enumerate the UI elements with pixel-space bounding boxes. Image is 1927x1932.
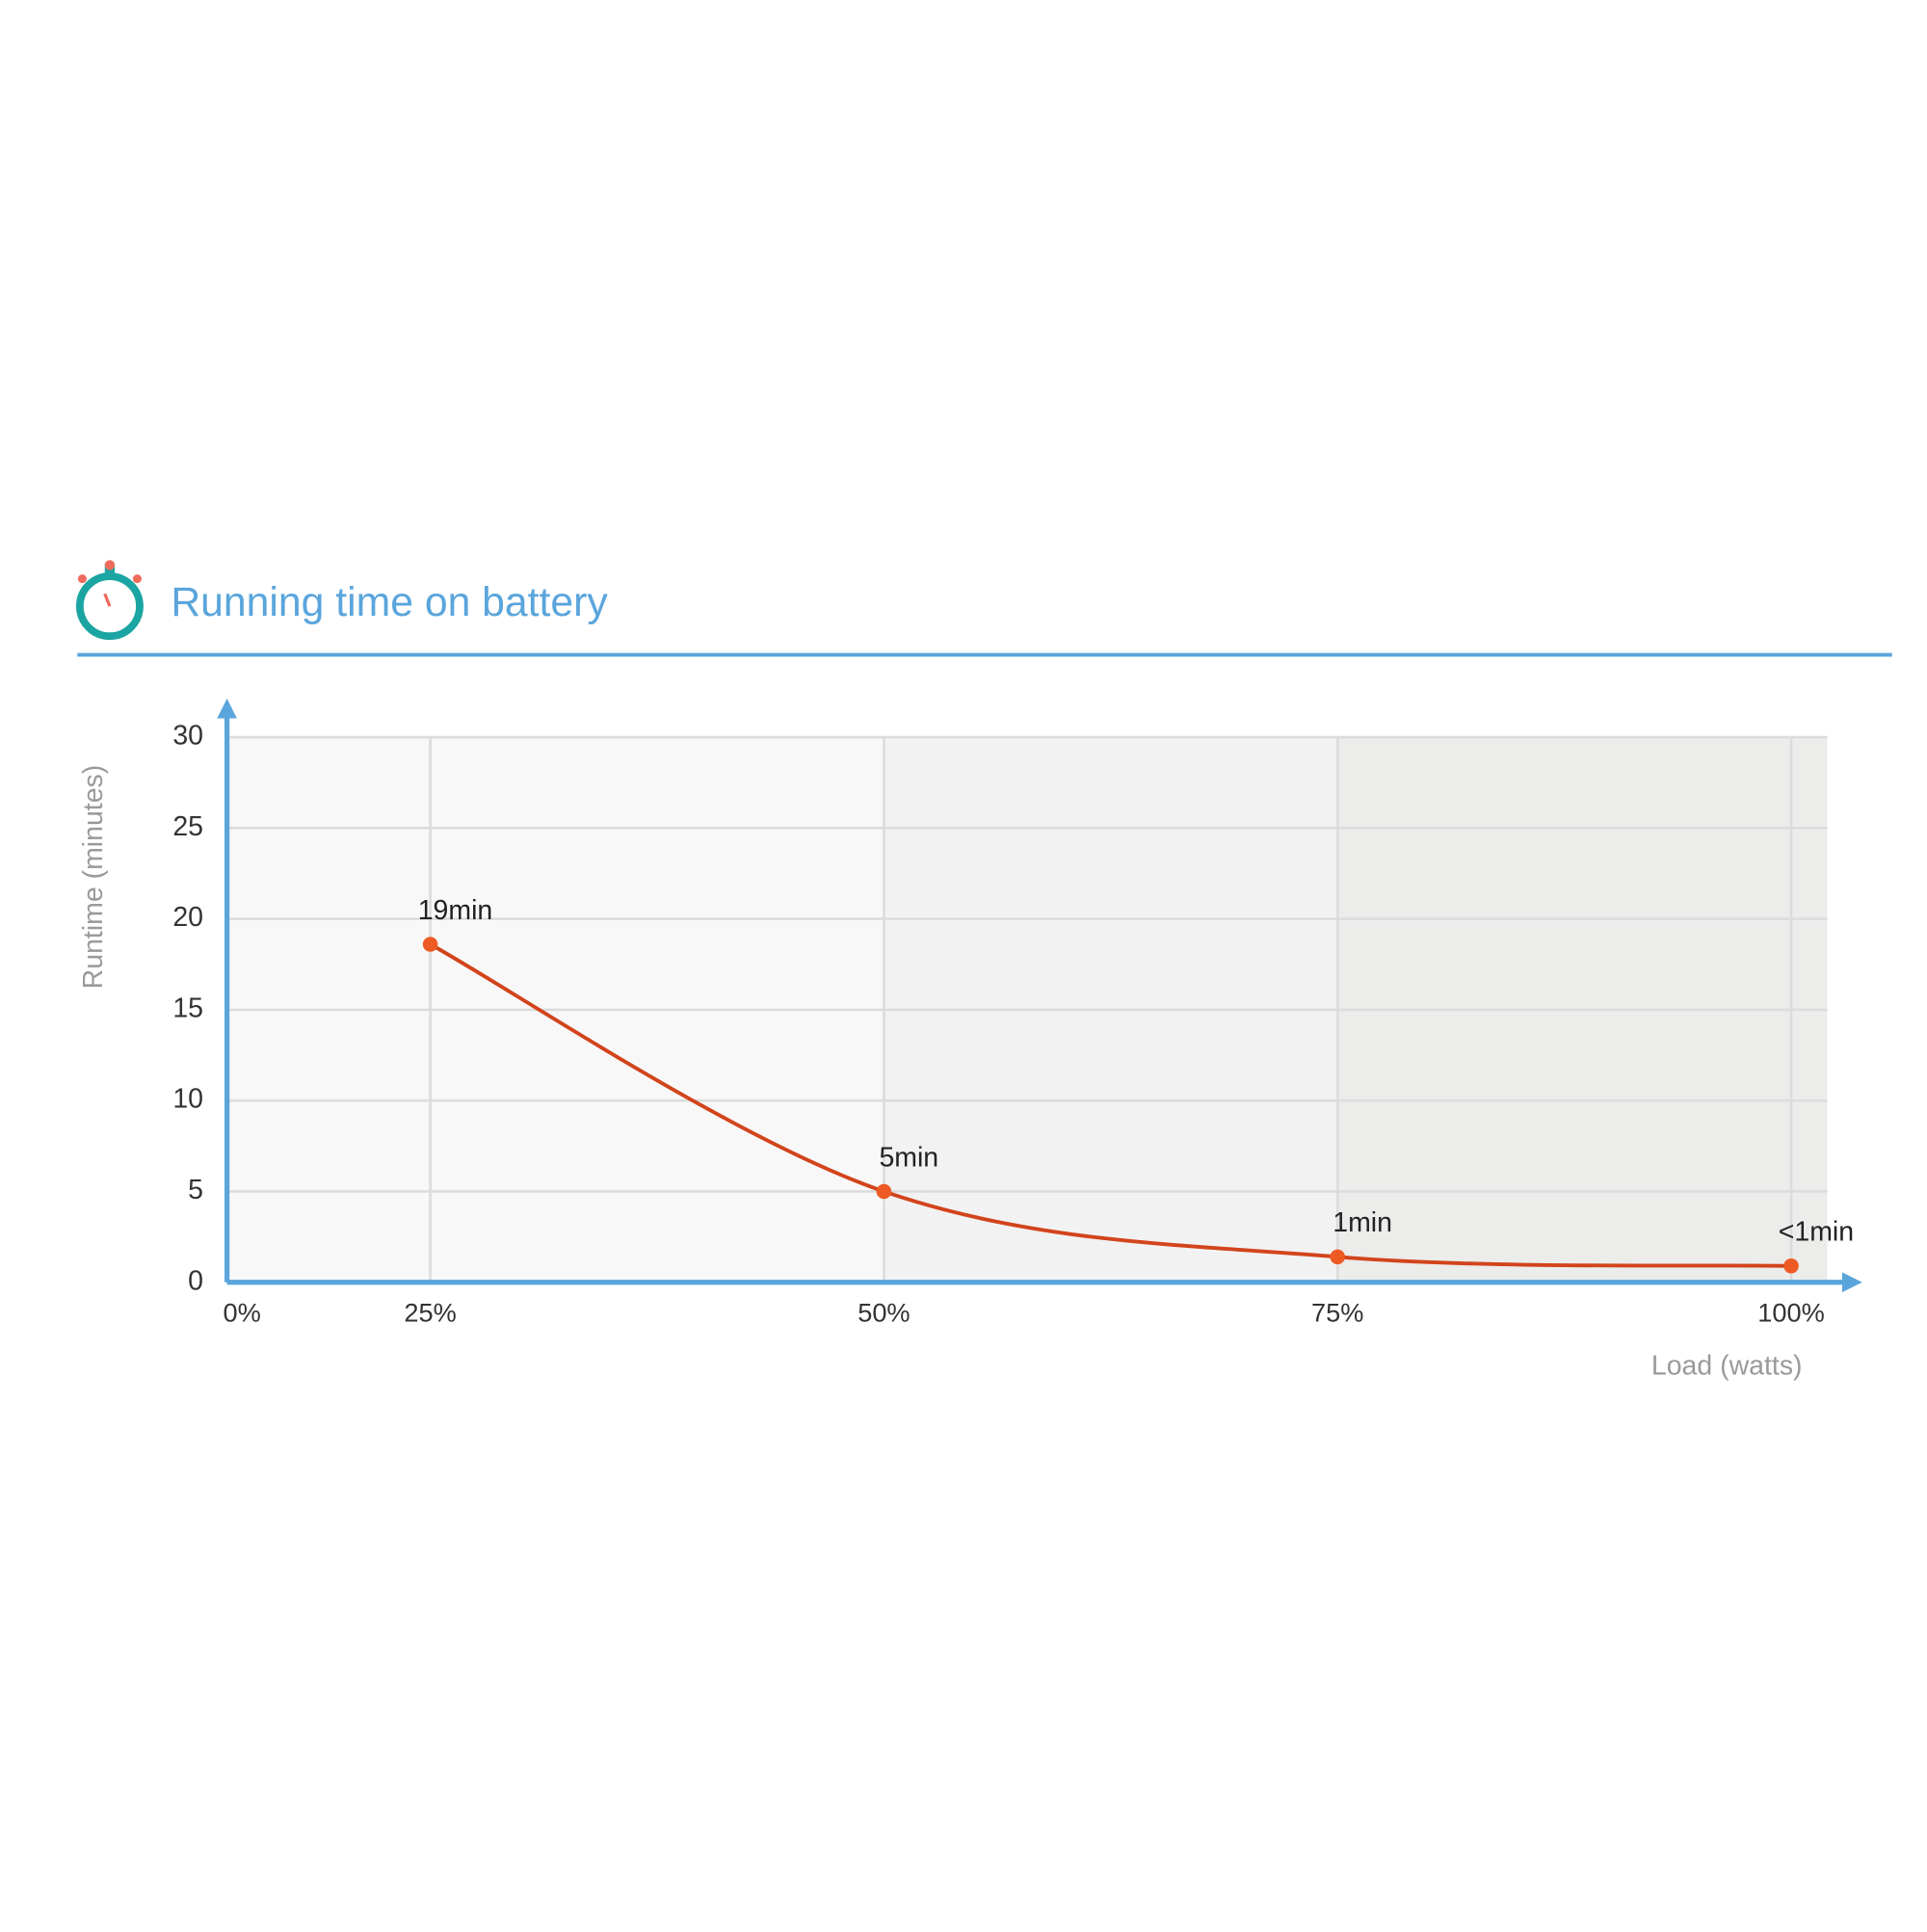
point — [422, 937, 438, 952]
point — [1330, 1249, 1345, 1265]
point — [1783, 1258, 1799, 1274]
line — [429, 942, 1792, 1268]
x-tick-label: 50% — [858, 1298, 910, 1328]
y-tick-label: 5 — [188, 1175, 203, 1205]
y-tick-label: 20 — [172, 902, 203, 933]
x-axis-title: Load (watts) — [1651, 1350, 1803, 1381]
data-label: 1min — [1333, 1207, 1392, 1238]
y-tick-label: 25 — [172, 811, 203, 842]
x-tick-label: 100% — [1757, 1298, 1825, 1328]
point — [876, 1183, 892, 1200]
data-label: 19min — [418, 895, 493, 926]
y-tick-label: 30 — [172, 721, 203, 752]
y-axis-title: Runtime (minutes) — [78, 765, 109, 990]
data-label: <1min — [1779, 1217, 1854, 1248]
x-tick-label: 0% — [223, 1298, 260, 1328]
data-label: 5min — [879, 1142, 938, 1173]
stopwatch-icon — [75, 560, 144, 641]
x-tick-label: 75% — [1311, 1298, 1363, 1328]
plot: 19min 5min 1min <1min — [418, 895, 1854, 1274]
y-tick-label: 0 — [188, 1265, 203, 1296]
chart-title: Running time on battery — [171, 579, 608, 625]
y-tick-label: 15 — [172, 992, 203, 1023]
grid: 0 5 10 15 20 25 30 0% 25% 50% 75% 100% — [172, 721, 1828, 1328]
x-tick-label: 25% — [404, 1298, 456, 1328]
y-tick-label: 10 — [172, 1084, 203, 1115]
